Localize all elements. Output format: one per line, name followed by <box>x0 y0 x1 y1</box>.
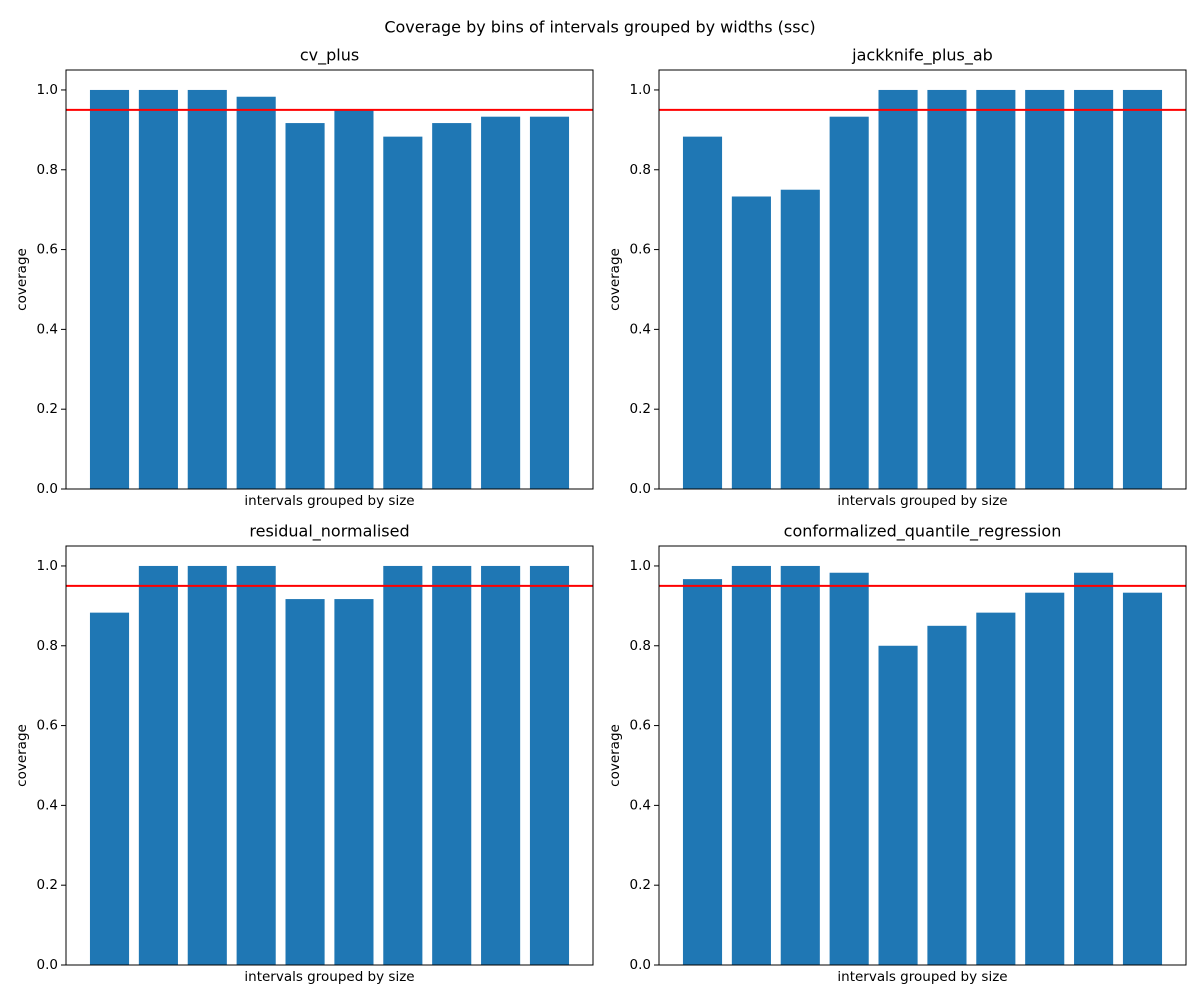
bar <box>334 109 374 490</box>
bar <box>187 89 227 489</box>
y-tick-label: 1.0 <box>37 82 58 98</box>
axes-title: jackknife_plus_ab <box>851 46 993 66</box>
axes-frame <box>65 545 594 966</box>
y-tick-label: 0.8 <box>630 638 651 654</box>
x-axis-label: intervals grouped by size <box>837 493 1007 509</box>
y-tick-label: 0.0 <box>630 957 651 973</box>
bar <box>731 196 771 489</box>
bar <box>976 89 1016 489</box>
y-axis-label: coverage <box>14 248 30 311</box>
bar <box>682 136 723 490</box>
axes-frame <box>65 69 594 490</box>
y-tick-label: 0.6 <box>37 242 58 258</box>
figure-title: Coverage by bins of intervals grouped by… <box>384 18 815 37</box>
bar <box>529 116 570 489</box>
bar <box>481 565 521 965</box>
y-tick-label: 0.0 <box>37 957 58 973</box>
bar <box>780 189 820 489</box>
y-tick-label: 1.0 <box>37 558 58 574</box>
y-tick-label: 0.6 <box>630 242 651 258</box>
bar <box>829 572 869 965</box>
y-tick-label: 0.8 <box>37 638 58 654</box>
bar <box>976 612 1016 965</box>
y-tick-label: 0.2 <box>37 877 58 893</box>
bar <box>138 89 178 489</box>
bar <box>829 116 869 489</box>
bar <box>187 565 227 965</box>
bar <box>731 565 771 965</box>
y-tick-label: 0.0 <box>630 481 651 497</box>
y-tick-label: 0.4 <box>37 321 58 337</box>
bar <box>878 89 918 489</box>
bar <box>682 579 723 965</box>
axes-title: residual_normalised <box>249 522 409 542</box>
bar <box>432 123 472 489</box>
bar <box>1025 89 1065 489</box>
bar <box>383 565 423 965</box>
y-tick-label: 0.6 <box>630 718 651 734</box>
bar <box>780 565 820 965</box>
axes-title: cv_plus <box>300 46 359 66</box>
axes-frame <box>658 545 1187 966</box>
bar <box>1074 572 1114 965</box>
y-axis-label: coverage <box>607 724 623 787</box>
bar <box>529 565 570 965</box>
bar <box>878 645 918 965</box>
y-tick-label: 0.0 <box>37 481 58 497</box>
y-axis-label: coverage <box>14 724 30 787</box>
y-tick-label: 0.2 <box>37 401 58 417</box>
x-axis-label: intervals grouped by size <box>244 493 414 509</box>
y-tick-label: 0.2 <box>630 877 651 893</box>
bar <box>89 612 130 965</box>
y-tick-label: 0.4 <box>630 797 651 813</box>
bar <box>89 89 130 489</box>
y-tick-label: 1.0 <box>630 82 651 98</box>
y-tick-label: 1.0 <box>630 558 651 574</box>
axes-title: conformalized_quantile_regression <box>784 522 1062 542</box>
bar <box>138 565 178 965</box>
y-tick-label: 0.2 <box>630 401 651 417</box>
bar <box>285 123 325 489</box>
y-tick-label: 0.4 <box>630 321 651 337</box>
bar <box>927 625 967 965</box>
y-tick-label: 0.6 <box>37 718 58 734</box>
axes-frame <box>658 69 1187 490</box>
y-tick-label: 0.8 <box>630 162 651 178</box>
y-tick-label: 0.8 <box>37 162 58 178</box>
bar <box>1025 592 1065 965</box>
bar <box>236 565 276 965</box>
y-axis-label: coverage <box>607 248 623 311</box>
bar <box>432 565 472 965</box>
x-axis-label: intervals grouped by size <box>837 969 1007 985</box>
bar <box>285 599 325 965</box>
bar <box>383 136 423 490</box>
bar <box>334 599 374 965</box>
bar <box>927 89 967 489</box>
bar <box>1122 592 1163 965</box>
x-axis-label: intervals grouped by size <box>244 969 414 985</box>
bar <box>236 96 276 489</box>
bar <box>1122 89 1163 489</box>
bar <box>481 116 521 489</box>
y-tick-label: 0.4 <box>37 797 58 813</box>
bar <box>1074 89 1114 489</box>
